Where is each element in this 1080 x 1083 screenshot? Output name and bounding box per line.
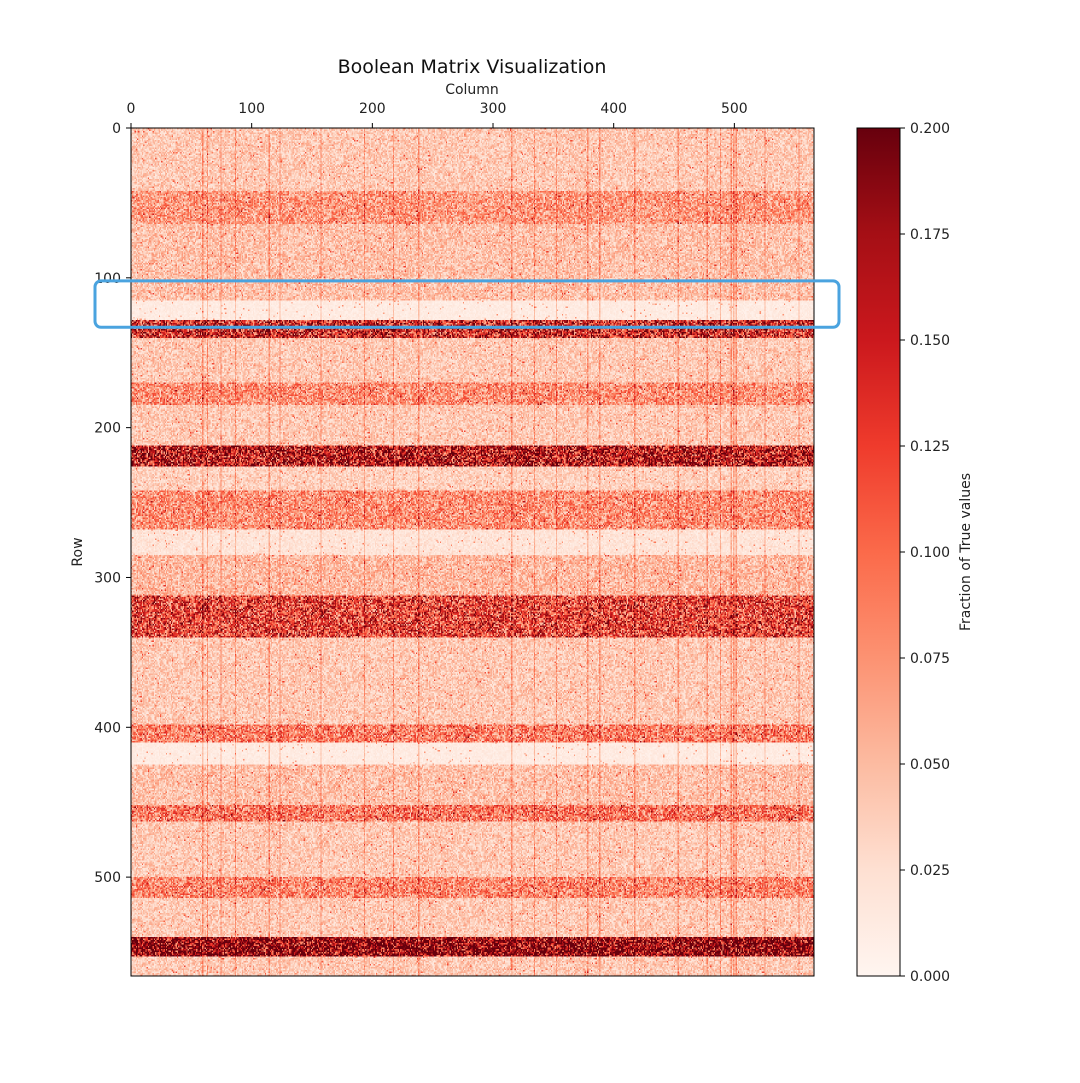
highlight-box: [93, 279, 841, 329]
colorbar-tick-label: 0.075: [910, 651, 950, 667]
colorbar-tick-label: 0.100: [910, 545, 950, 561]
y-tick-label: 500: [94, 870, 121, 886]
x-tick-label: 0: [127, 101, 136, 117]
colorbar-tick-label: 0.125: [910, 439, 950, 455]
x-tick-label: 500: [721, 101, 748, 117]
x-tick-label: 300: [480, 101, 507, 117]
highlight-box-group: [93, 279, 841, 329]
colorbar-axis: 0.000 0.025 0.050 0.075 0.100 0.125 0.150 0.175…: [900, 121, 950, 985]
heatmap-plot-area: [130, 127, 815, 977]
y-tick-label: 300: [94, 570, 121, 586]
y-tick-label: 100: [94, 271, 121, 287]
plot-frame: [130, 127, 815, 977]
x-axis: 0 100 200 300 400 500: [127, 101, 748, 128]
colorbar-tick-label: 0.200: [910, 121, 950, 137]
y-tick-label: 400: [94, 720, 121, 736]
chart-title: Boolean Matrix Visualization: [338, 56, 607, 78]
x-tick-label: 100: [238, 101, 265, 117]
x-tick-label: 400: [600, 101, 627, 117]
y-axis-label: Row: [70, 537, 86, 566]
y-tick-label: 200: [94, 421, 121, 437]
colorbar-tick-label: 0.000: [910, 969, 950, 985]
colorbar: [856, 127, 901, 977]
x-axis-label: Column: [445, 82, 499, 98]
heatmap-image: [131, 128, 814, 976]
colorbar-tick-label: 0.050: [910, 757, 950, 773]
x-tick-label: 200: [359, 101, 386, 117]
colorbar-label: Fraction of True values: [958, 473, 974, 631]
colorbar-tick-label: 0.025: [910, 863, 950, 879]
colorbar-tick-label: 0.175: [910, 227, 950, 243]
y-tick-label: 0: [112, 121, 121, 137]
colorbar-tick-label: 0.150: [910, 333, 950, 349]
y-axis: 0 100 200 300 400 500: [94, 121, 131, 886]
